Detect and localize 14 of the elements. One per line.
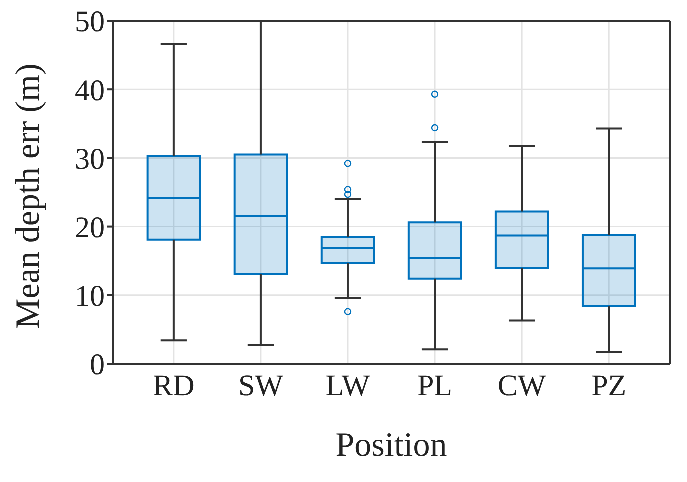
- y-tick-label: 50: [75, 6, 105, 39]
- x-tick-label: PZ: [592, 369, 627, 402]
- y-tick-label: 0: [90, 348, 105, 382]
- x-tick-label: LW: [326, 369, 371, 402]
- x-tick-label: RD: [153, 369, 195, 402]
- y-tick-label: 10: [75, 280, 105, 314]
- x-tick-label: PL: [418, 369, 453, 402]
- y-tick-label: 20: [75, 211, 105, 244]
- x-tick-label: CW: [498, 369, 547, 402]
- y-axis-title: Mean depth err (m): [10, 62, 47, 332]
- x-tick-label: SW: [238, 369, 284, 402]
- y-tick-label: 30: [75, 142, 105, 176]
- x-axis-title: Position: [336, 427, 448, 464]
- y-tick-label: 40: [75, 74, 105, 108]
